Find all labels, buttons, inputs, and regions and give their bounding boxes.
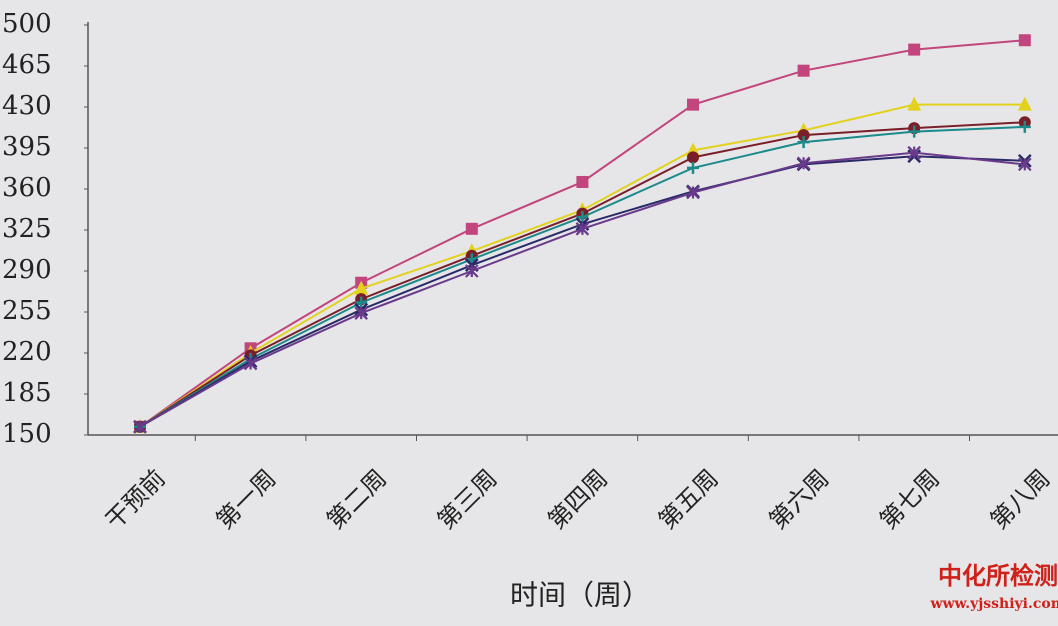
marker xyxy=(465,222,478,235)
y-tick-label: 430 xyxy=(2,91,52,121)
marker xyxy=(687,161,699,174)
y-tick-label: 150 xyxy=(2,419,52,449)
marker xyxy=(907,145,921,160)
marker xyxy=(355,296,368,309)
y-tick-label: 220 xyxy=(2,337,52,367)
marker xyxy=(576,175,589,188)
x-axis-title: 时间（周） xyxy=(510,579,650,612)
marker xyxy=(908,43,921,56)
marker xyxy=(687,98,699,111)
marker xyxy=(797,129,810,142)
marker xyxy=(354,280,369,295)
marker xyxy=(687,151,699,164)
marker xyxy=(686,185,700,200)
y-tick-label: 500 xyxy=(2,9,52,39)
marker xyxy=(796,156,811,171)
y-tick-label: 325 xyxy=(2,214,52,244)
marker xyxy=(133,420,147,434)
marker xyxy=(1018,120,1031,133)
marker xyxy=(465,253,478,266)
marker xyxy=(797,136,810,149)
marker xyxy=(908,125,921,138)
watermark: 中化所检测 xyxy=(938,562,1058,590)
marker xyxy=(1017,96,1032,111)
marker xyxy=(575,222,590,236)
marker xyxy=(576,211,589,224)
marker xyxy=(907,96,922,111)
marker xyxy=(354,306,368,320)
y-tick-label: 290 xyxy=(2,255,52,285)
marker xyxy=(797,64,810,77)
y-tick-label: 465 xyxy=(2,50,52,80)
y-tick-label: 255 xyxy=(2,296,52,326)
watermark-url: www.yjsshiyi.com xyxy=(929,596,1058,612)
y-tick-label: 360 xyxy=(2,173,52,203)
y-tick-label: 185 xyxy=(2,378,52,408)
marker xyxy=(465,264,479,278)
y-tick-label: 395 xyxy=(2,132,52,162)
marker xyxy=(243,356,258,371)
marker xyxy=(1018,34,1031,47)
marker xyxy=(1018,157,1032,172)
